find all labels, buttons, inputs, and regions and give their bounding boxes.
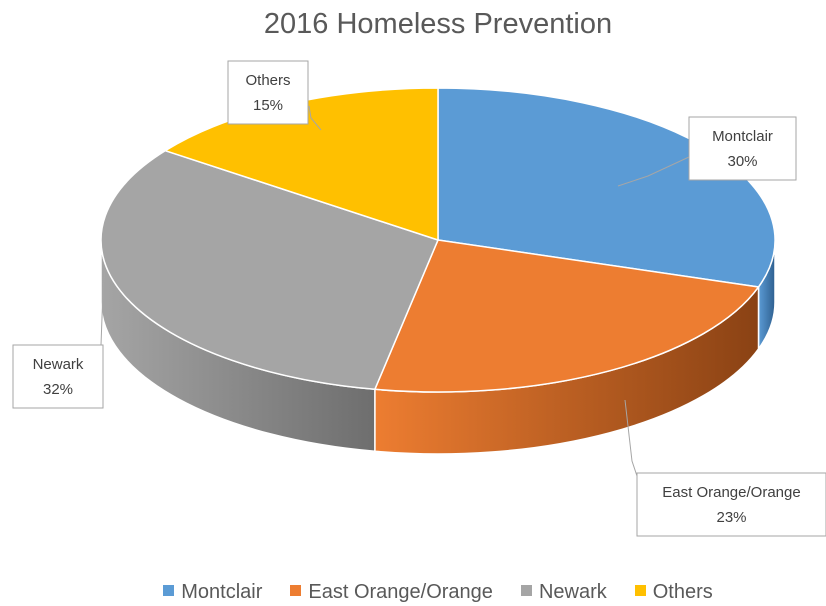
legend-item-east-orange-orange: East Orange/Orange	[290, 581, 493, 604]
label-value-newark: 32%	[43, 381, 73, 398]
label-value-east-orange-orange: 23%	[716, 509, 746, 526]
label-name-others: Others	[245, 72, 290, 89]
label-name-east-orange-orange: East Orange/Orange	[662, 484, 800, 501]
data-labels: Montclair 30% East Orange/Orange 23% Newark 3…	[12, 60, 826, 537]
leader-line-east-orange-orange	[624, 399, 638, 477]
label-value-others: 15%	[253, 97, 283, 114]
label-box-montclair	[688, 116, 797, 181]
label-name-montclair: Montclair	[712, 128, 773, 145]
leader-line-others	[308, 105, 322, 131]
legend-item-others: Others	[634, 581, 713, 604]
legend-label-montclair: Montclair	[181, 581, 263, 603]
legend-swatch-east-orange-orange	[290, 585, 302, 596]
label-box-others	[227, 60, 309, 125]
label-name-newark: Newark	[33, 356, 84, 373]
legend-item-montclair: Montclair	[163, 581, 262, 604]
label-box-newark	[12, 344, 104, 409]
chart-title: 2016 Homeless Prevention	[263, 8, 613, 40]
legend-label-newark: Newark	[538, 581, 607, 603]
legend-swatch-montclair	[163, 585, 175, 596]
legend: Montclair East Orange/Orange Newark Others	[0, 581, 826, 604]
leader-line-newark	[100, 269, 106, 346]
label-box-east-orange-orange	[636, 472, 826, 537]
legend-label-east-orange-orange: East Orange/Orange	[308, 581, 493, 603]
legend-label-others: Others	[652, 581, 713, 603]
legend-swatch-others	[634, 585, 646, 596]
label-value-montclair: 30%	[727, 153, 757, 170]
leader-line-montclair	[617, 156, 690, 187]
slice-newark	[100, 149, 440, 391]
legend-swatch-newark	[520, 585, 532, 596]
legend-item-newark: Newark	[520, 581, 607, 604]
pie-chart: Montclair 30% East Orange/Orange 23% Newark 3…	[12, 60, 826, 537]
pie-tops	[100, 87, 776, 393]
slice-east-orange-orange	[373, 239, 760, 393]
